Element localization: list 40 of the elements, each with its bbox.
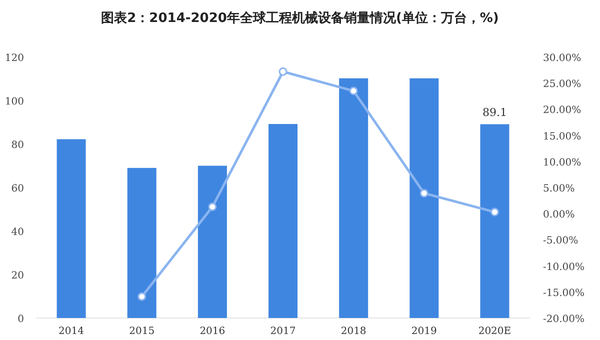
point: [349, 86, 358, 96]
y2-tick-label: 0.00%: [543, 210, 575, 221]
y-tick-label: 0: [18, 314, 24, 325]
y2-tick-label: 15.00%: [543, 131, 582, 142]
bar: [127, 168, 156, 318]
y2-tick-label: 30.00%: [543, 53, 582, 64]
x-tick-label: 2014: [58, 326, 84, 337]
y2-tick-label: 25.00%: [543, 79, 582, 90]
bar: [410, 78, 439, 318]
point: [208, 202, 217, 212]
y-tick-label: 40: [11, 227, 24, 238]
y-tick-label: 20: [11, 270, 24, 282]
x-tick-label: 2019: [411, 326, 437, 337]
chart-title: 图表2：2014-2020年全球工程机械设备销量情况(单位：万台，%): [101, 10, 499, 26]
y2-tick-label: 20.00%: [543, 105, 582, 116]
y2-tick-label: -15.00%: [543, 288, 585, 299]
bar: [480, 124, 510, 318]
point: [138, 292, 146, 301]
x-tick-label: 2018: [340, 326, 366, 337]
data-label: 89.1: [482, 106, 507, 120]
y-tick-label: 100: [4, 96, 24, 108]
bar: [56, 139, 86, 318]
bar: [198, 166, 227, 318]
y2-tick-label: 10.00%: [543, 157, 582, 168]
x-tick-label: 2015: [129, 326, 155, 337]
y-tick-label: 80: [11, 140, 24, 151]
y2-tick-label: -5.00%: [543, 236, 578, 247]
y2-tick-label: 5.00%: [543, 184, 575, 194]
y-tick-label: 120: [4, 53, 24, 64]
x-tick-label: 2016: [200, 326, 226, 337]
point: [490, 208, 499, 216]
y2-tick-label: -10.00%: [543, 262, 585, 273]
bar: [339, 78, 368, 318]
x-tick-label: 2020E: [478, 326, 512, 337]
point: [420, 188, 428, 198]
y-tick-label: 60: [11, 184, 24, 194]
bar: [268, 124, 298, 318]
point: [278, 67, 288, 76]
y2-tick-label: -20.00%: [543, 314, 585, 325]
x-tick-label: 2017: [270, 326, 296, 337]
